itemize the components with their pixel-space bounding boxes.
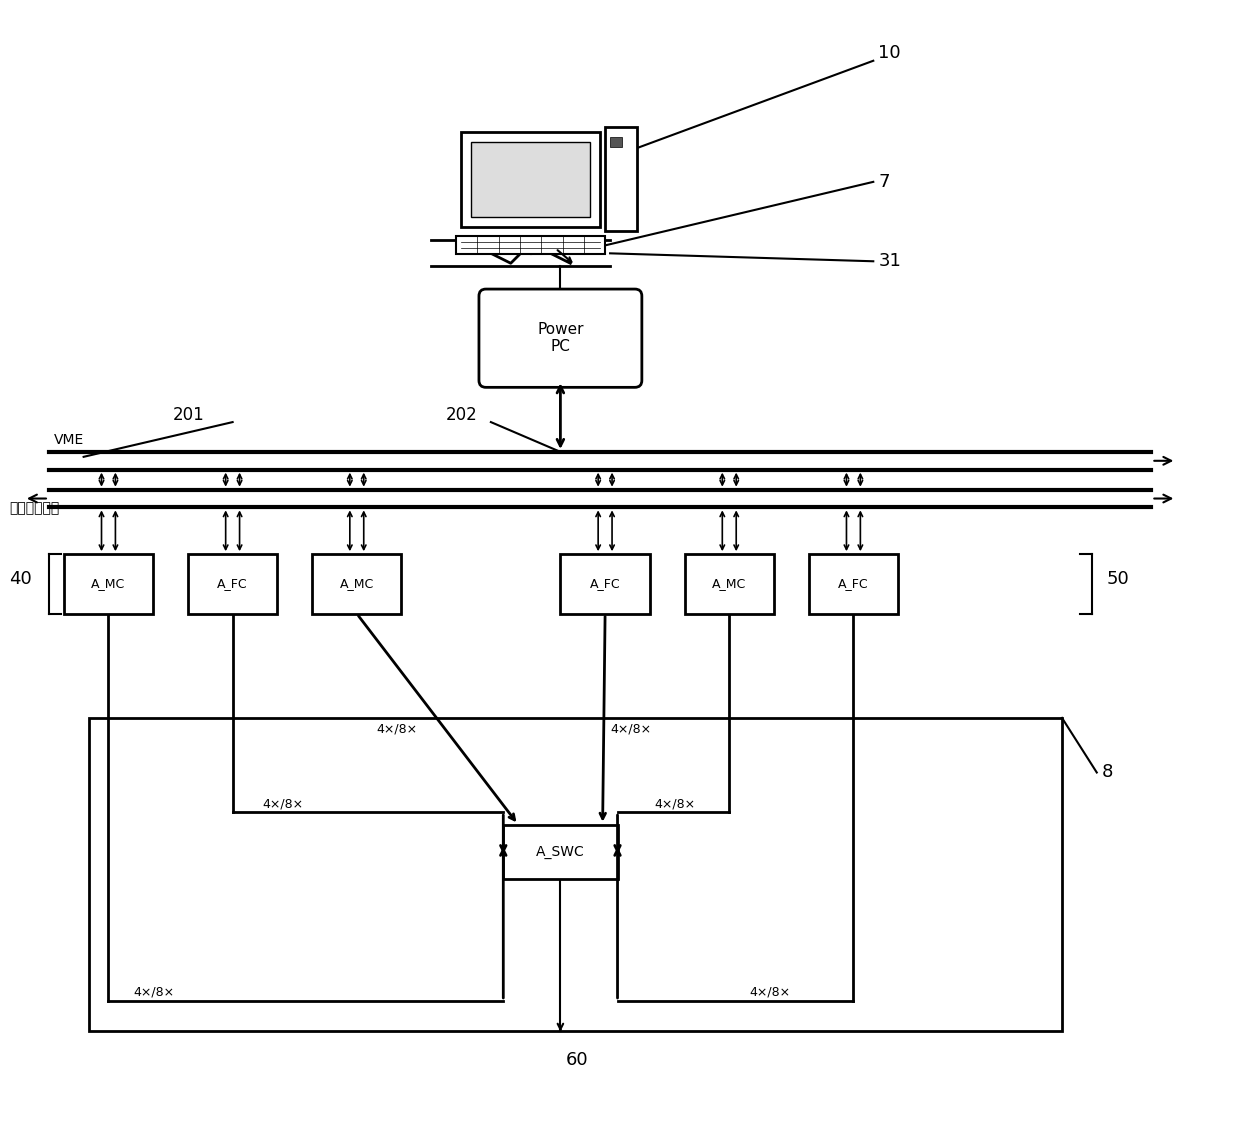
Text: A_FC: A_FC <box>217 577 248 590</box>
Text: 4×/8×: 4×/8× <box>655 797 696 810</box>
Bar <box>188 554 278 614</box>
Text: A_FC: A_FC <box>838 577 869 590</box>
Text: 4×/8×: 4×/8× <box>610 723 651 736</box>
Text: VME: VME <box>53 433 84 446</box>
Text: 201: 201 <box>174 407 205 424</box>
Text: Power
PC: Power PC <box>537 322 584 354</box>
Text: 202: 202 <box>446 407 477 424</box>
Text: 60: 60 <box>565 1051 588 1070</box>
Bar <box>605 128 637 231</box>
Text: 同步信号总线: 同步信号总线 <box>9 501 60 516</box>
Text: 31: 31 <box>878 252 901 270</box>
Text: 10: 10 <box>878 43 901 62</box>
Bar <box>471 142 590 216</box>
Text: 4×/8×: 4×/8× <box>263 797 304 810</box>
Text: 4×/8×: 4×/8× <box>749 986 790 999</box>
Bar <box>88 718 1061 1031</box>
Text: 4×/8×: 4×/8× <box>133 986 175 999</box>
Text: A_SWC: A_SWC <box>536 845 585 859</box>
Text: A_MC: A_MC <box>712 577 746 590</box>
Bar <box>312 554 402 614</box>
Text: A_MC: A_MC <box>92 577 125 590</box>
Bar <box>461 132 600 227</box>
Text: A_FC: A_FC <box>590 577 620 590</box>
Text: A_MC: A_MC <box>340 577 374 590</box>
FancyBboxPatch shape <box>479 289 642 387</box>
Text: 8: 8 <box>1102 763 1114 781</box>
Bar <box>63 554 154 614</box>
Text: 4×/8×: 4×/8× <box>377 723 418 736</box>
Bar <box>560 554 650 614</box>
Bar <box>456 237 605 254</box>
Text: 50: 50 <box>1107 570 1130 588</box>
Bar <box>610 137 622 147</box>
Text: 40: 40 <box>9 570 32 588</box>
Bar <box>684 554 774 614</box>
Text: 7: 7 <box>878 173 890 191</box>
Bar <box>808 554 898 614</box>
Bar <box>503 825 618 879</box>
